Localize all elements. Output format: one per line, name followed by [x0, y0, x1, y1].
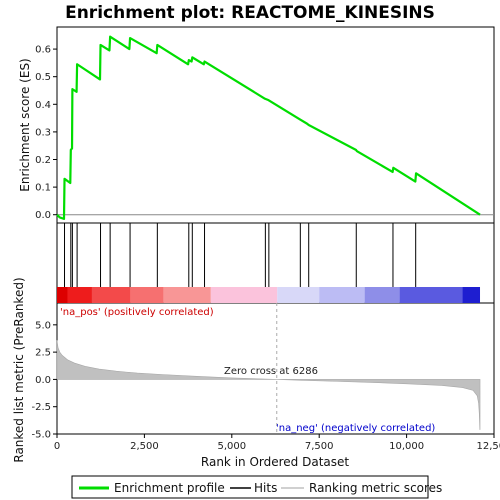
heatmap-segment — [319, 287, 365, 303]
zero-cross-label: Zero cross at 6286 — [224, 366, 318, 377]
heatmap-segment — [277, 287, 320, 303]
metric-y-tick-label: -2.5 — [31, 402, 51, 413]
x-tick-label: 12,500 — [477, 441, 500, 452]
heatmap-segment — [91, 287, 131, 303]
heatmap-segment — [163, 287, 211, 303]
ranked-heatmap-bar — [57, 287, 481, 303]
x-tick-label: 0 — [54, 441, 60, 452]
x-tick-label: 5,000 — [217, 441, 246, 452]
es-panel: 0.0 0.1 0.2 0.3 0.4 0.5 0.6 — [35, 35, 494, 221]
heatmap-segment — [364, 287, 400, 303]
negative-correlation-label: 'na_neg' (negatively correlated) — [276, 423, 435, 434]
x-tick-label: 10,000 — [389, 441, 424, 452]
metric-y-tick-label: 2.5 — [35, 348, 51, 359]
hits-panel — [64, 223, 417, 287]
heatmap-segment — [462, 287, 481, 303]
heatmap-segment — [399, 287, 463, 303]
es-y-tick-label: 0.2 — [35, 155, 51, 166]
heatmap-segment — [57, 287, 68, 303]
x-tick-label: 7,500 — [305, 441, 334, 452]
legend: Enrichment profile Hits Ranking metric s… — [71, 475, 442, 499]
chart-title: Enrichment plot: REACTOME_KINESINS — [65, 3, 435, 23]
metric-panel: -5.0 -2.5 0.0 2.5 5.0 'na_pos' (positively co… — [31, 303, 481, 441]
metric-y-tick-label: 0.0 — [35, 375, 51, 386]
es-y-tick-label: 0.6 — [35, 45, 51, 56]
es-y-tick-label: 0.1 — [35, 183, 51, 194]
heatmap-segment — [67, 287, 92, 303]
heatmap-segment — [210, 287, 278, 303]
es-y-tick-label: 0.3 — [35, 127, 51, 138]
ranking-metric-area — [56, 340, 481, 430]
positive-correlation-label: 'na_pos' (positively correlated) — [60, 307, 214, 318]
metric-y-axis-label: Ranked list metric (PreRanked) — [12, 277, 26, 462]
es-panel-frame — [56, 26, 495, 224]
x-axis: 0 2,500 5,000 7,500 10,000 12,500 — [54, 434, 500, 452]
heatmap-segment — [130, 287, 164, 303]
metric-y-tick-label: 5.0 — [35, 320, 51, 331]
metric-y-tick-label: -5.0 — [31, 430, 51, 441]
legend-box — [71, 475, 429, 499]
legend-enrichment-label: Enrichment profile — [114, 481, 225, 495]
es-y-axis-label: Enrichment score (ES) — [18, 58, 32, 191]
x-tick-label: 2,500 — [130, 441, 159, 452]
es-y-tick-label: 0.0 — [35, 210, 51, 221]
es-y-tick-label: 0.4 — [35, 100, 51, 111]
x-axis-label: Rank in Ordered Dataset — [201, 455, 349, 469]
es-y-tick-label: 0.5 — [35, 72, 51, 83]
enrichment-profile-line — [56, 35, 481, 220]
legend-hits-label: Hits — [254, 481, 277, 495]
legend-metric-label: Ranking metric scores — [309, 481, 442, 495]
